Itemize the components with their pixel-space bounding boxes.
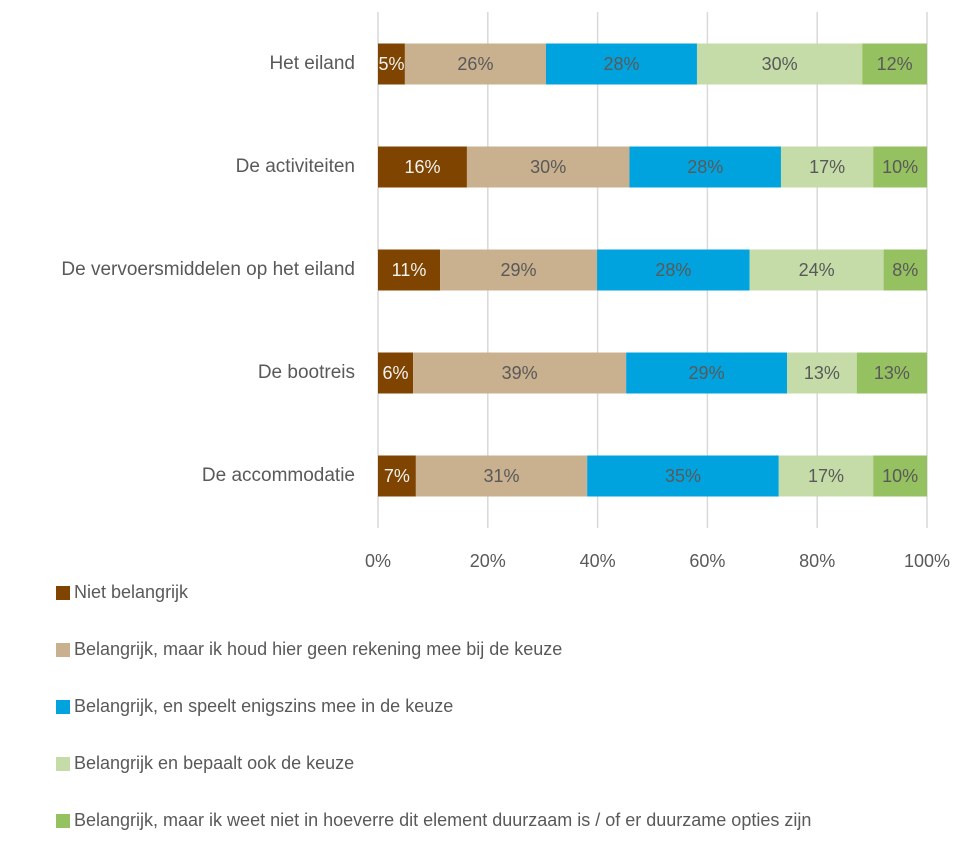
x-tick-label: 80% bbox=[799, 551, 835, 571]
bar-segment bbox=[780, 146, 874, 188]
bar-segment bbox=[629, 146, 781, 188]
data-label: 30% bbox=[530, 157, 566, 177]
bar-segment bbox=[862, 43, 927, 85]
data-label: 26% bbox=[457, 54, 493, 74]
data-label: 28% bbox=[655, 260, 691, 280]
category-label: De accommodatie bbox=[202, 465, 355, 486]
category-label: De activiteiten bbox=[236, 156, 355, 177]
legend-label: Belangrijk, en speelt enigszins mee in d… bbox=[74, 696, 454, 716]
data-label: 16% bbox=[404, 157, 440, 177]
bar-segment bbox=[466, 146, 630, 188]
bar-segment bbox=[749, 249, 884, 291]
bar-segment bbox=[440, 249, 598, 291]
legend-swatch bbox=[56, 814, 70, 828]
data-label: 28% bbox=[687, 157, 723, 177]
data-label: 17% bbox=[808, 466, 844, 486]
bar-segment bbox=[883, 249, 927, 291]
legend-label: Belangrijk en bepaalt ook de keuze bbox=[74, 753, 355, 773]
legend-label: Belangrijk, maar ik weet niet in hoeverr… bbox=[74, 810, 812, 830]
bar-segment bbox=[778, 455, 874, 497]
x-tick-label: 60% bbox=[689, 551, 725, 571]
legend-item: Belangrijk, maar ik houd hier geen reken… bbox=[56, 637, 946, 694]
data-label: 29% bbox=[689, 363, 725, 383]
data-label: 13% bbox=[874, 363, 910, 383]
data-label: 7% bbox=[384, 466, 410, 486]
bar-segment bbox=[415, 455, 588, 497]
x-tick-label: 100% bbox=[904, 551, 950, 571]
data-label: 6% bbox=[383, 363, 409, 383]
legend-item: Belangrijk, maar ik weet niet in hoeverr… bbox=[56, 808, 946, 865]
data-label: 17% bbox=[809, 157, 845, 177]
data-label: 8% bbox=[892, 260, 918, 280]
legend-label: Belangrijk, maar ik houd hier geen reken… bbox=[74, 639, 563, 659]
legend-swatch bbox=[56, 643, 70, 657]
category-label: De bootreis bbox=[258, 362, 355, 383]
bar-segment bbox=[626, 352, 788, 394]
data-label: 5% bbox=[378, 54, 404, 74]
data-label: 31% bbox=[484, 466, 520, 486]
bar-segment bbox=[873, 146, 927, 188]
data-label: 24% bbox=[799, 260, 835, 280]
bar-segment bbox=[873, 455, 927, 497]
legend-item: Niet belangrijk bbox=[56, 580, 946, 637]
bar-segment bbox=[378, 249, 441, 291]
legend-swatch bbox=[56, 700, 70, 714]
bar-segment bbox=[856, 352, 927, 394]
bar-segment bbox=[587, 455, 779, 497]
data-label: 10% bbox=[882, 157, 918, 177]
data-label: 30% bbox=[762, 54, 798, 74]
chart: 0% 20% 40% 60% 80% 100% Het eiland 5% 26% 28% 30% 1… bbox=[61, 12, 950, 571]
bar-segment bbox=[404, 43, 546, 85]
bar-segment bbox=[378, 43, 405, 85]
legend: Niet belangrijk Belangrijk, maar ik houd … bbox=[56, 580, 946, 865]
data-label: 10% bbox=[882, 466, 918, 486]
x-tick-label: 20% bbox=[470, 551, 506, 571]
data-label: 39% bbox=[502, 363, 538, 383]
bar-segment bbox=[378, 146, 467, 188]
category-label: Het eiland bbox=[269, 53, 355, 74]
legend-item: Belangrijk en bepaalt ook de keuze bbox=[56, 751, 946, 808]
bar-segment bbox=[597, 249, 750, 291]
x-tick-label: 40% bbox=[580, 551, 616, 571]
legend-item: Belangrijk, en speelt enigszins mee in d… bbox=[56, 694, 946, 751]
category-label: De vervoersmiddelen op het eiland bbox=[61, 259, 355, 280]
bar-segment bbox=[545, 43, 697, 85]
x-tick-label: 0% bbox=[365, 551, 391, 571]
legend-swatch bbox=[56, 586, 70, 600]
data-label: 35% bbox=[665, 466, 701, 486]
data-label: 13% bbox=[804, 363, 840, 383]
data-label: 11% bbox=[392, 260, 427, 280]
legend-label: Niet belangrijk bbox=[74, 582, 189, 602]
bar-segment bbox=[378, 352, 414, 394]
bar-segment bbox=[413, 352, 627, 394]
data-label: 12% bbox=[877, 54, 913, 74]
data-label: 29% bbox=[501, 260, 537, 280]
legend-swatch bbox=[56, 757, 70, 771]
bar-segment bbox=[378, 455, 416, 497]
data-label: 28% bbox=[603, 54, 639, 74]
bar-segment bbox=[696, 43, 863, 85]
bar-segment bbox=[787, 352, 857, 394]
